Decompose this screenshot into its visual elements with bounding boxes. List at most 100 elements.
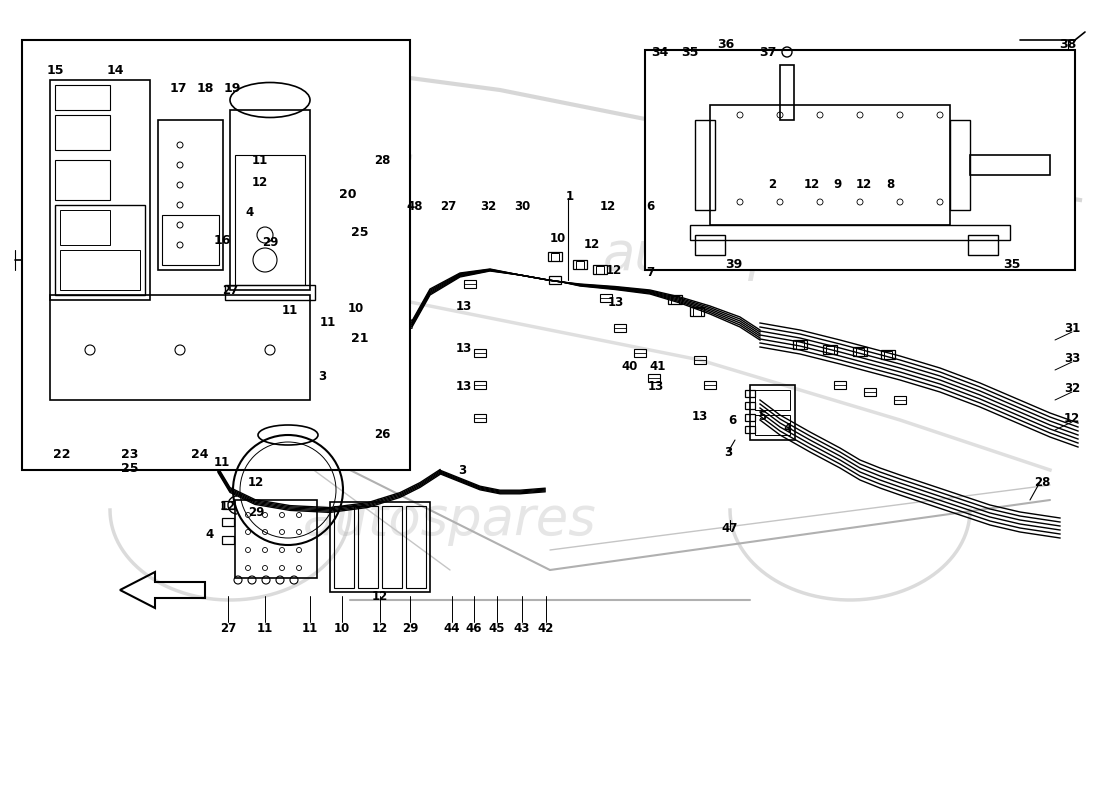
Bar (600, 294, 612, 302)
Text: 11: 11 (213, 455, 230, 469)
Text: 27: 27 (222, 283, 238, 297)
Bar (745, 426, 755, 433)
Bar (614, 324, 626, 332)
Text: 25: 25 (121, 462, 139, 474)
Text: 10: 10 (550, 231, 566, 245)
Bar (796, 341, 804, 349)
Bar (823, 345, 837, 354)
Text: 41: 41 (650, 359, 667, 373)
Text: 7: 7 (646, 266, 654, 278)
Bar (549, 276, 561, 284)
Text: 29: 29 (248, 506, 264, 518)
Bar (881, 350, 895, 359)
Text: 18: 18 (196, 82, 213, 94)
Text: 26: 26 (374, 427, 390, 441)
Bar (50, 295, 310, 400)
Bar (55, 160, 110, 200)
Text: 31: 31 (1064, 322, 1080, 334)
Bar (884, 351, 892, 359)
Text: 13: 13 (608, 295, 624, 309)
Text: 33: 33 (1064, 351, 1080, 365)
Bar (551, 253, 559, 261)
Bar (235, 155, 305, 285)
Bar (548, 252, 562, 261)
Text: 29: 29 (262, 235, 278, 249)
Bar (162, 215, 219, 265)
Text: 12: 12 (248, 475, 264, 489)
Text: 4: 4 (784, 422, 792, 434)
Bar (693, 308, 701, 316)
Text: 12: 12 (856, 178, 872, 190)
Text: 24: 24 (191, 449, 209, 462)
Text: 47: 47 (722, 522, 738, 534)
Bar (50, 80, 150, 300)
Text: 32: 32 (480, 199, 496, 213)
Bar (230, 110, 310, 290)
Text: 11: 11 (282, 303, 298, 317)
Bar (222, 536, 234, 544)
Bar (710, 105, 950, 225)
Text: 25: 25 (351, 226, 369, 238)
Bar (573, 260, 587, 269)
Bar (576, 261, 584, 269)
Bar (780, 65, 794, 120)
Text: 4: 4 (246, 206, 254, 218)
Bar (826, 346, 834, 354)
Bar (222, 501, 234, 509)
Text: 2: 2 (768, 178, 777, 190)
Bar (852, 347, 867, 356)
Text: 39: 39 (725, 258, 742, 270)
Bar (334, 506, 354, 588)
Text: 3: 3 (724, 446, 733, 458)
Text: 13: 13 (692, 410, 708, 422)
Text: 1: 1 (565, 190, 574, 202)
Text: 12: 12 (252, 175, 268, 189)
Bar (671, 296, 679, 304)
Bar (834, 381, 846, 389)
Text: 23: 23 (121, 449, 139, 462)
Text: 42: 42 (538, 622, 554, 634)
Bar (745, 414, 755, 421)
Text: 14: 14 (107, 63, 123, 77)
Text: 34: 34 (651, 46, 669, 58)
Text: 12: 12 (600, 199, 616, 213)
Text: 29: 29 (402, 622, 418, 634)
Bar (235, 500, 317, 578)
Text: 10spares: 10spares (146, 142, 414, 198)
Text: 3: 3 (318, 370, 326, 382)
Bar (406, 506, 426, 588)
Bar (864, 388, 876, 396)
Bar (60, 250, 140, 290)
Bar (968, 235, 998, 255)
Bar (474, 381, 486, 389)
Text: 11: 11 (301, 622, 318, 634)
Bar (645, 50, 1075, 270)
Text: 27: 27 (220, 622, 236, 634)
Text: 15: 15 (46, 63, 64, 77)
Bar (474, 414, 486, 422)
Text: 13: 13 (648, 379, 664, 393)
Text: 44: 44 (443, 622, 460, 634)
Bar (950, 120, 970, 210)
Bar (894, 396, 906, 404)
Bar (745, 402, 755, 409)
Text: 46: 46 (465, 622, 482, 634)
Text: 36: 36 (717, 38, 735, 50)
Bar (690, 307, 704, 316)
Text: 35: 35 (1003, 258, 1021, 270)
Text: 19: 19 (223, 82, 241, 94)
Text: 3: 3 (458, 463, 466, 477)
Text: 20: 20 (339, 189, 356, 202)
Bar (358, 506, 378, 588)
Text: 12: 12 (584, 238, 601, 250)
Bar (55, 85, 110, 110)
Text: 45: 45 (488, 622, 505, 634)
Bar (330, 502, 430, 592)
Bar (970, 155, 1050, 175)
Bar (55, 115, 110, 150)
Text: 12: 12 (372, 590, 388, 602)
Text: 32: 32 (1064, 382, 1080, 394)
Bar (793, 340, 807, 349)
Text: 9: 9 (834, 178, 843, 190)
Text: 6: 6 (646, 199, 654, 213)
